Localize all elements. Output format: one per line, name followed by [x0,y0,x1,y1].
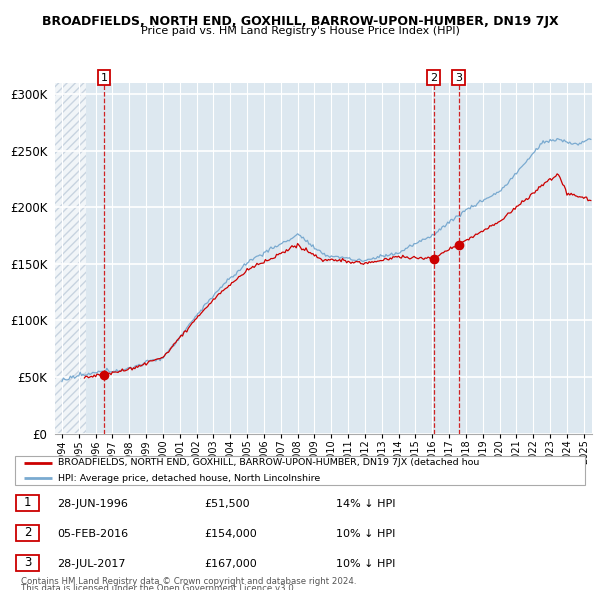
Text: 10% ↓ HPI: 10% ↓ HPI [336,529,395,539]
Text: 28-JUN-1996: 28-JUN-1996 [57,499,128,509]
Text: £51,500: £51,500 [204,499,250,509]
Bar [55,83,86,434]
Text: £154,000: £154,000 [204,529,257,539]
Text: 2: 2 [430,73,437,83]
Text: 3: 3 [455,73,462,83]
Text: 1: 1 [24,496,31,509]
Text: 28-JUL-2017: 28-JUL-2017 [57,559,125,569]
FancyBboxPatch shape [16,555,39,571]
Text: BROADFIELDS, NORTH END, GOXHILL, BARROW-UPON-HUMBER, DN19 7JX: BROADFIELDS, NORTH END, GOXHILL, BARROW-… [41,15,559,28]
Text: Price paid vs. HM Land Registry's House Price Index (HPI): Price paid vs. HM Land Registry's House … [140,26,460,36]
Text: Contains HM Land Registry data © Crown copyright and database right 2024.: Contains HM Land Registry data © Crown c… [21,577,356,586]
FancyBboxPatch shape [15,455,584,486]
Text: £167,000: £167,000 [204,559,257,569]
Bar [55,83,86,434]
Text: 2: 2 [24,526,31,539]
Text: 1: 1 [100,73,107,83]
Text: 10% ↓ HPI: 10% ↓ HPI [336,559,395,569]
Text: HPI: Average price, detached house, North Lincolnshire: HPI: Average price, detached house, Nort… [58,474,320,483]
Text: 3: 3 [24,556,31,569]
Text: This data is licensed under the Open Government Licence v3.0.: This data is licensed under the Open Gov… [21,584,296,590]
Text: 14% ↓ HPI: 14% ↓ HPI [336,499,395,509]
Text: BROADFIELDS, NORTH END, GOXHILL, BARROW-UPON-HUMBER, DN19 7JX (detached hou: BROADFIELDS, NORTH END, GOXHILL, BARROW-… [58,458,479,467]
FancyBboxPatch shape [16,494,39,511]
FancyBboxPatch shape [16,525,39,540]
Text: 05-FEB-2016: 05-FEB-2016 [57,529,128,539]
